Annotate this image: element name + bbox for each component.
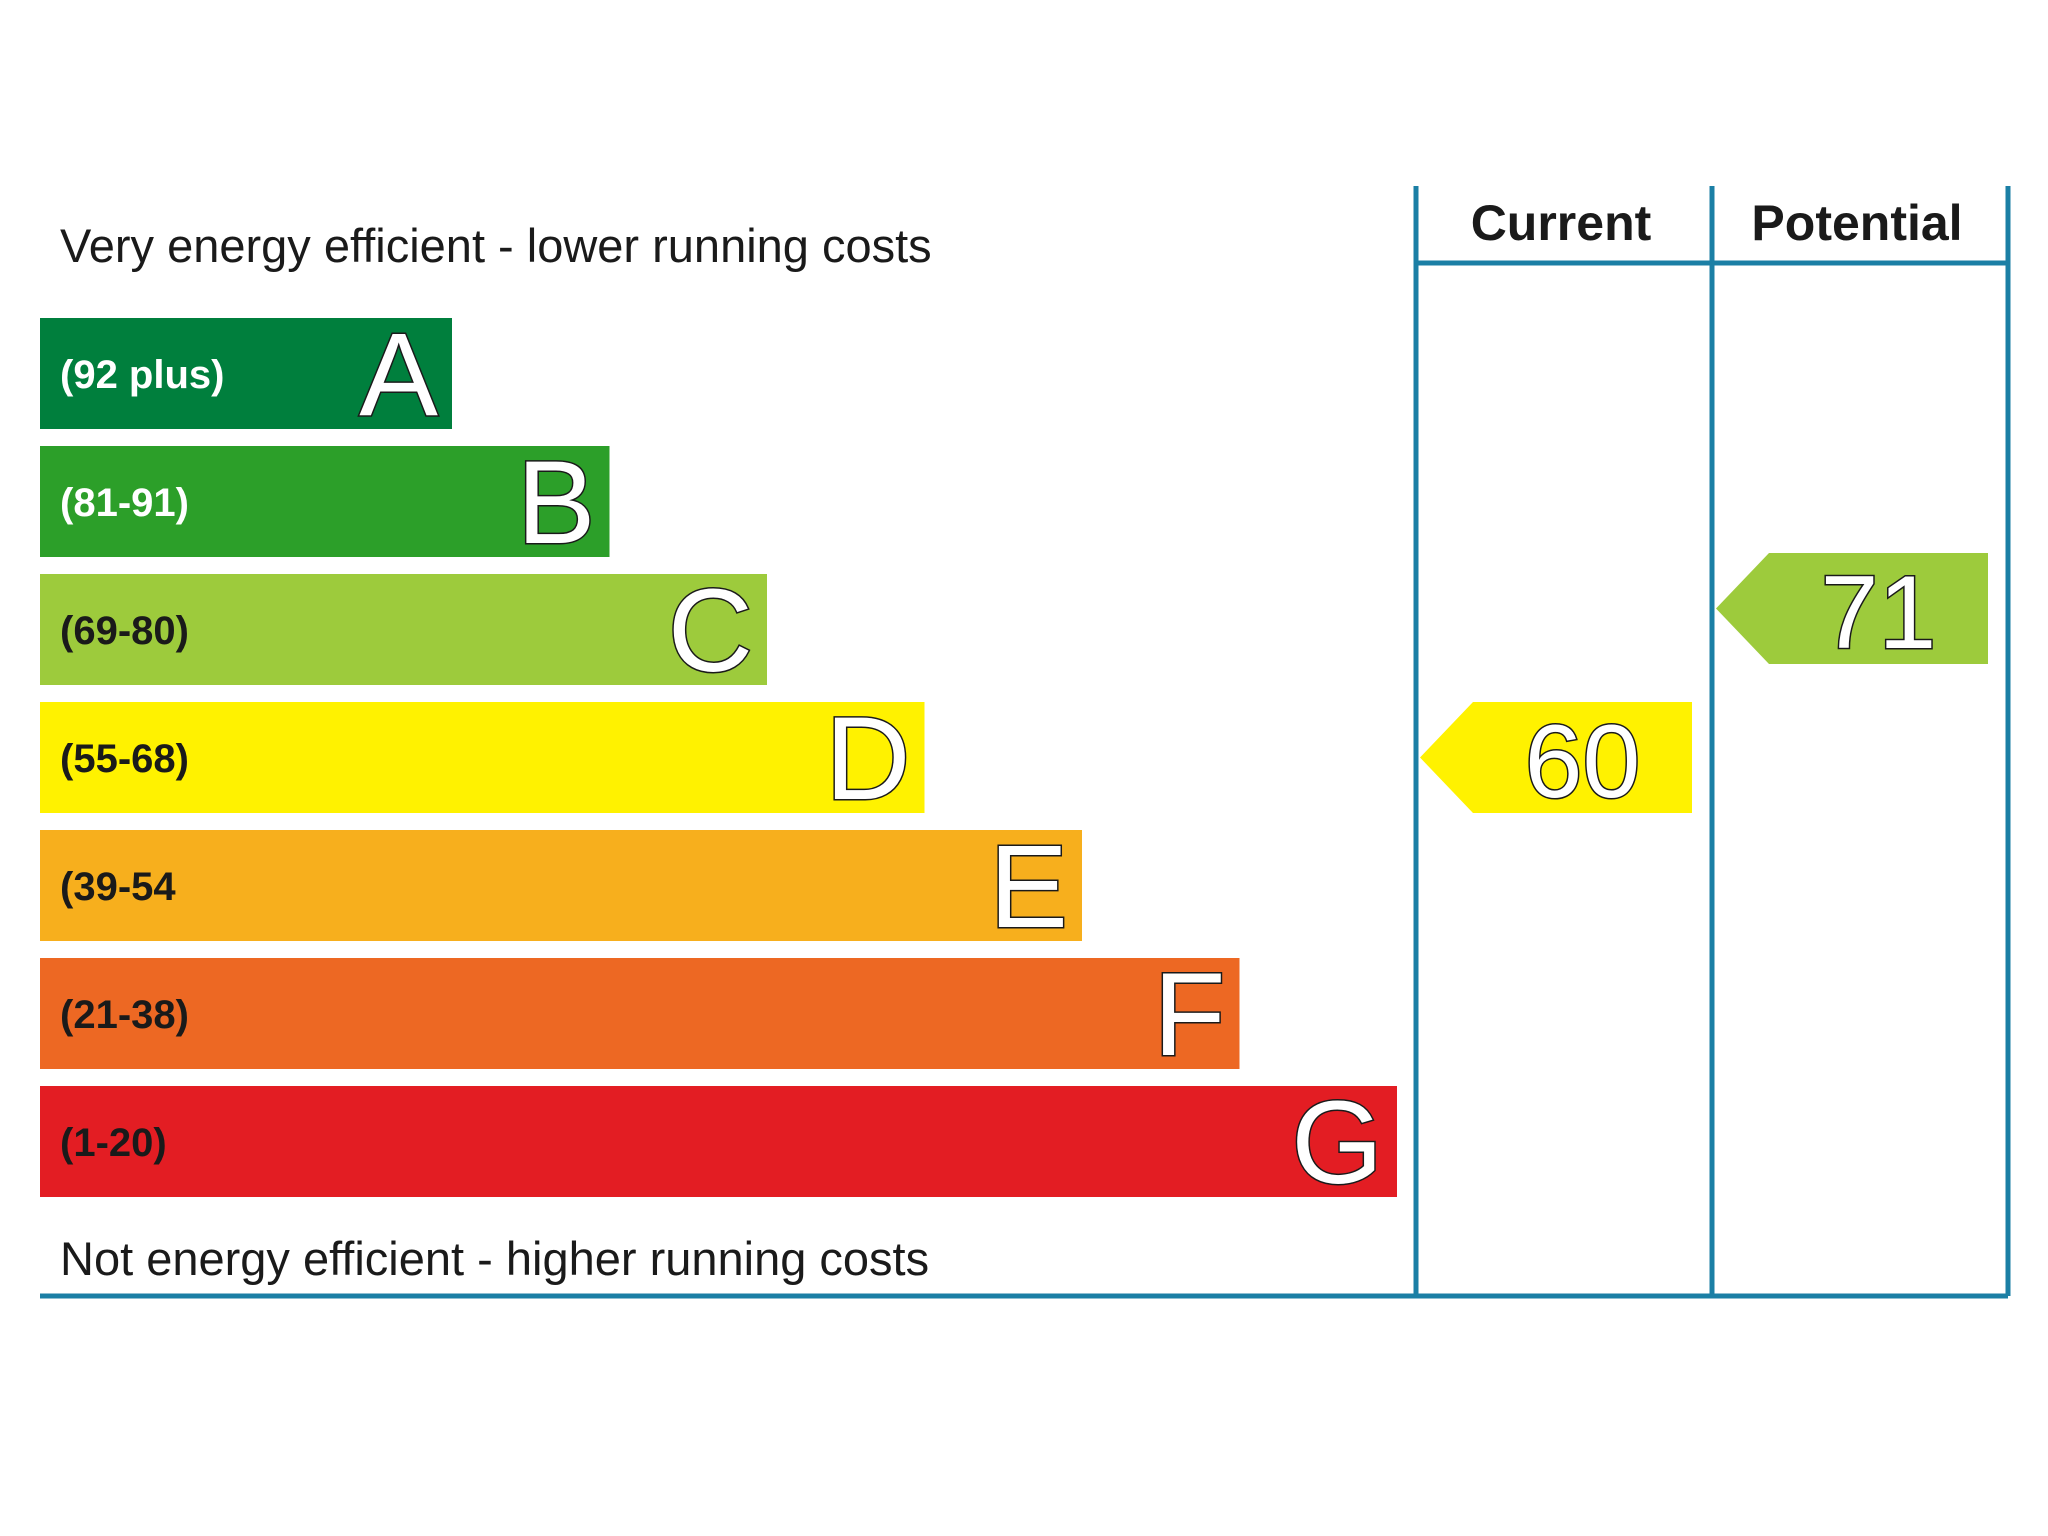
rating-value-potential: 71	[1821, 555, 1937, 671]
band-bar-b	[40, 446, 610, 557]
column-header-potential: Potential	[1751, 195, 1962, 251]
band-b: (81-91) B	[40, 436, 610, 571]
rating-bands: (92 plus) A(81-91) B(69-80) C(55-68) D(39-54…	[40, 308, 1397, 1211]
band-range-label: (92 plus)	[60, 353, 224, 397]
band-bar-f	[40, 958, 1240, 1069]
band-letter: D	[825, 693, 910, 825]
band-letter: C	[668, 565, 753, 697]
band-range-label: (81-91)	[60, 481, 189, 525]
caption-top: Very energy efficient - lower running co…	[60, 219, 932, 272]
band-bar-d	[40, 702, 925, 813]
band-range-label: (39-54	[60, 865, 176, 909]
band-letter: F	[1153, 949, 1225, 1081]
band-g: (1-20) G	[40, 1076, 1397, 1211]
chart-frame	[40, 186, 2011, 1299]
band-range-label: (1-20)	[60, 1121, 167, 1165]
band-range-label: (69-80)	[60, 609, 189, 653]
band-e: (39-54 E	[40, 820, 1082, 955]
band-letter: G	[1291, 1077, 1383, 1209]
rating-value-current: 60	[1525, 704, 1641, 820]
column-header-current: Current	[1471, 195, 1652, 251]
band-bar-c	[40, 574, 767, 685]
rating-potential: 71	[1716, 553, 1988, 673]
rating-arrow-potential	[1716, 553, 1988, 664]
rating-arrows: 60 71	[1420, 553, 1988, 822]
caption-bottom: Not energy efficient - higher running co…	[60, 1232, 929, 1285]
band-letter: B	[517, 437, 596, 569]
band-a: (92 plus) A	[40, 308, 452, 443]
band-letter: A	[359, 309, 438, 441]
band-f: (21-38) F	[40, 948, 1240, 1083]
band-bar-e	[40, 830, 1082, 941]
band-c: (69-80) C	[40, 564, 767, 699]
band-bar-g	[40, 1086, 1397, 1197]
band-range-label: (55-68)	[60, 737, 189, 781]
band-range-label: (21-38)	[60, 993, 189, 1037]
band-d: (55-68) D	[40, 692, 925, 827]
band-letter: E	[989, 821, 1068, 953]
band-bar-a	[40, 318, 452, 429]
rating-current: 60	[1420, 702, 1692, 822]
rating-arrow-current	[1420, 702, 1692, 813]
